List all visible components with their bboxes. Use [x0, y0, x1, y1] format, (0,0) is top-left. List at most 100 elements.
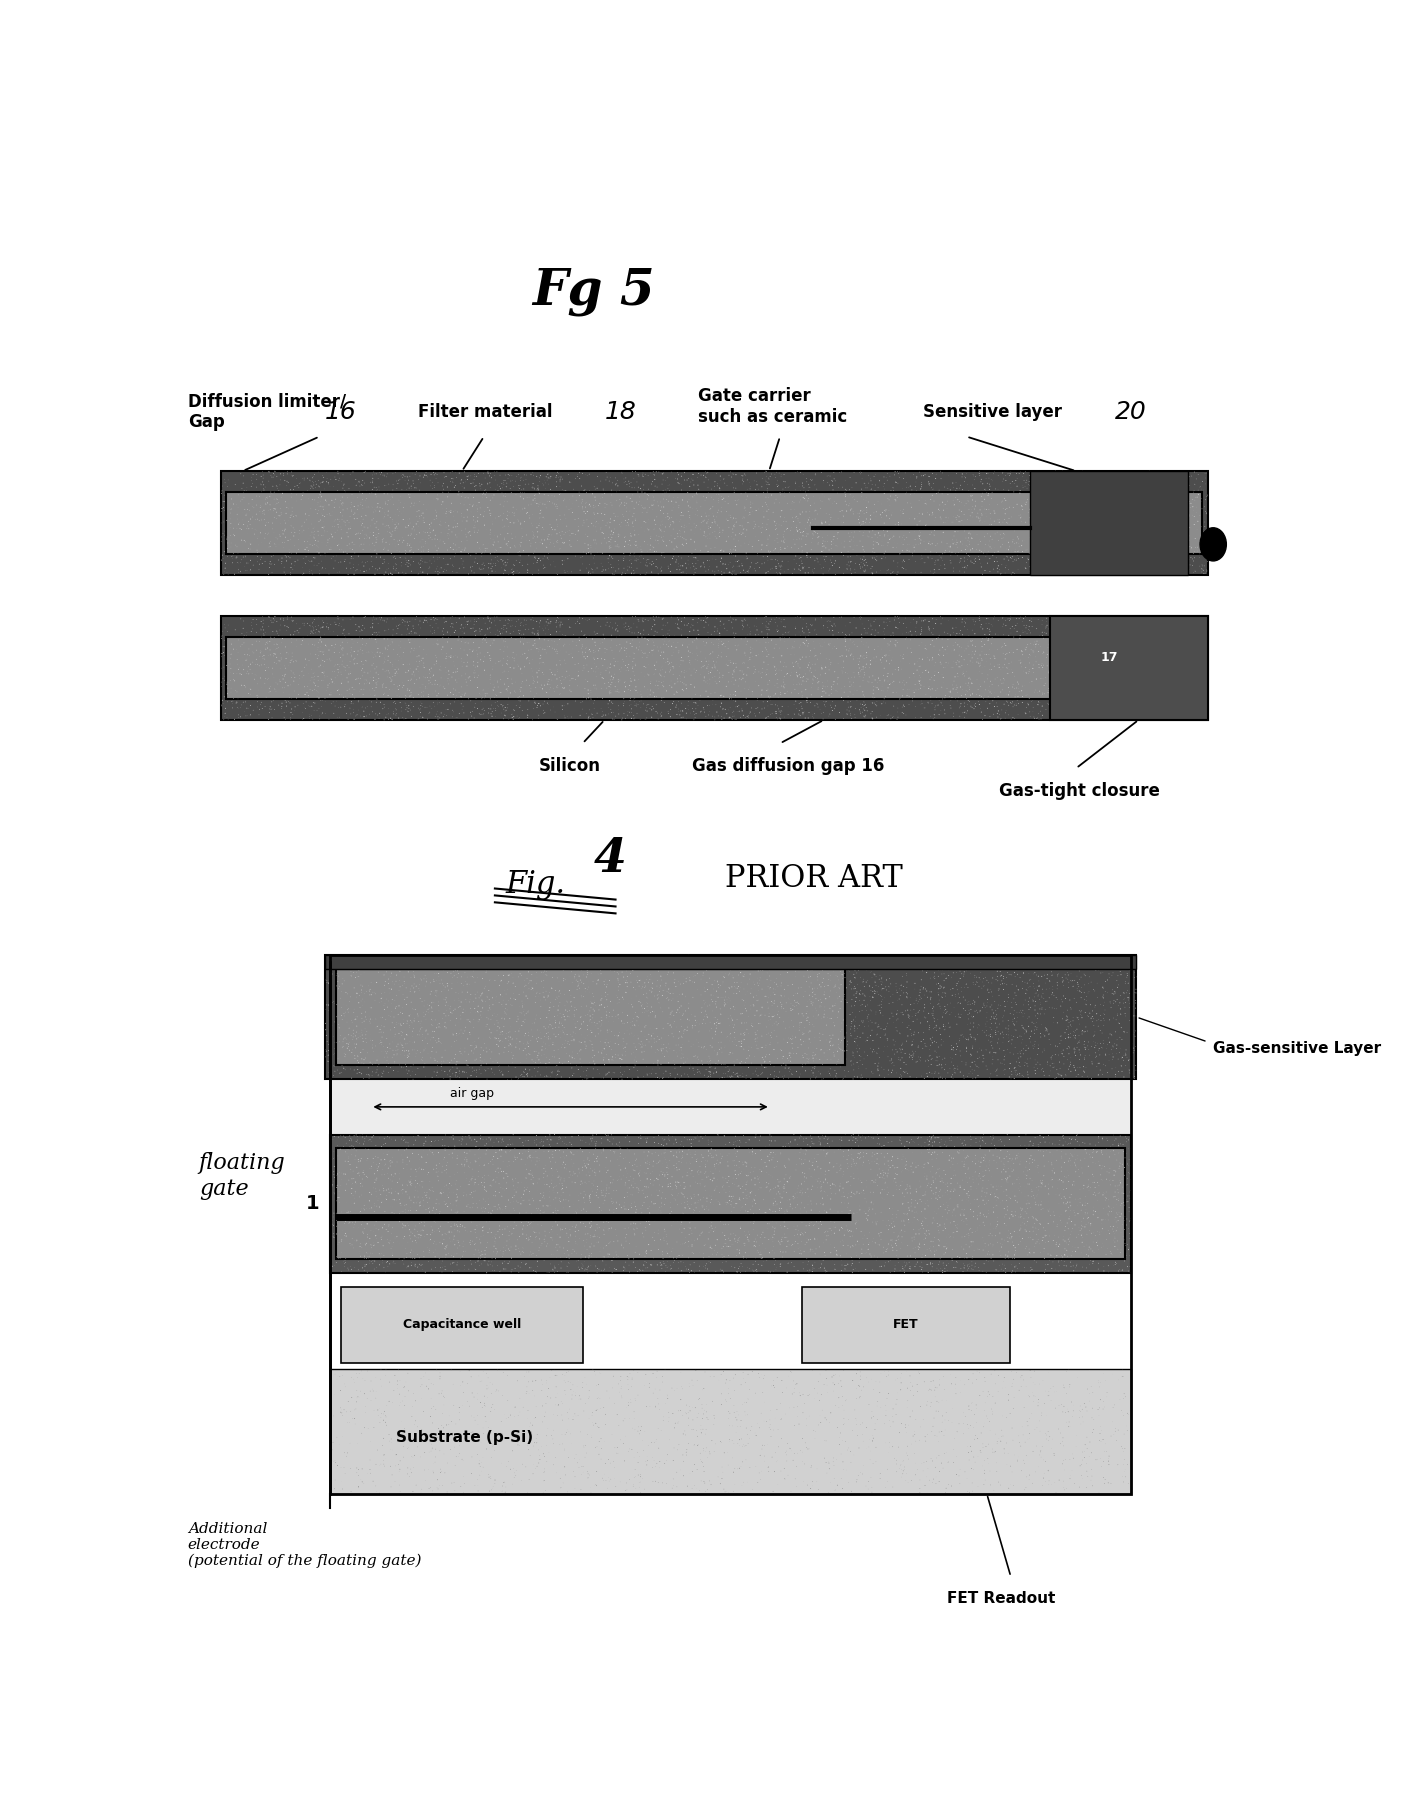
- Point: [555, 1418, 577, 1447]
- Point: [1046, 1138, 1068, 1167]
- Point: [437, 1046, 460, 1075]
- Point: [757, 984, 780, 1012]
- Point: [833, 1023, 856, 1052]
- Point: [698, 1161, 720, 1190]
- Point: [552, 960, 574, 989]
- Point: [1150, 556, 1173, 585]
- Point: [475, 477, 498, 506]
- Point: [662, 1465, 685, 1493]
- Point: [1057, 1204, 1080, 1233]
- Point: [338, 1020, 361, 1048]
- Point: [570, 1009, 593, 1038]
- Point: [674, 1179, 696, 1208]
- Point: [848, 1195, 870, 1224]
- Point: [239, 675, 262, 704]
- Point: [620, 1204, 642, 1233]
- Point: [317, 1041, 340, 1070]
- Point: [1002, 1425, 1024, 1454]
- Point: [597, 648, 620, 677]
- Point: [833, 1158, 856, 1186]
- Point: [542, 477, 565, 506]
- Point: [927, 1208, 949, 1237]
- Point: [1057, 521, 1080, 549]
- Point: [614, 1224, 637, 1253]
- Point: [644, 1194, 666, 1222]
- Point: [1074, 1201, 1097, 1230]
- Point: [553, 985, 576, 1014]
- Point: [463, 485, 485, 513]
- Point: [399, 524, 422, 553]
- Point: [265, 530, 287, 558]
- Point: [1051, 472, 1074, 501]
- Point: [280, 524, 303, 553]
- Point: [1186, 643, 1208, 671]
- Point: [901, 684, 924, 713]
- Point: [1146, 673, 1169, 702]
- Point: [949, 1240, 972, 1269]
- Point: [708, 1064, 730, 1093]
- Point: [961, 1477, 983, 1506]
- Point: [894, 555, 917, 583]
- Point: [487, 1158, 509, 1186]
- Point: [621, 513, 644, 542]
- Point: [562, 1018, 584, 1046]
- Point: [255, 531, 277, 560]
- Point: [446, 960, 468, 989]
- Point: [351, 481, 374, 510]
- Point: [1056, 1204, 1078, 1233]
- Point: [1133, 677, 1156, 705]
- Point: [406, 1027, 429, 1055]
- Point: [491, 1472, 514, 1501]
- Point: [812, 698, 835, 727]
- Point: [948, 1228, 971, 1256]
- Point: [616, 1183, 638, 1212]
- Point: [1077, 1375, 1099, 1404]
- Point: [635, 1161, 658, 1190]
- Point: [998, 1474, 1020, 1502]
- Point: [638, 637, 661, 666]
- Point: [947, 975, 969, 1003]
- Point: [501, 1183, 524, 1212]
- Point: [364, 1204, 386, 1233]
- Point: [945, 1190, 968, 1219]
- Point: [304, 689, 327, 718]
- Point: [432, 1152, 454, 1181]
- Point: [393, 646, 416, 675]
- Point: [437, 1161, 460, 1190]
- Point: [1077, 1160, 1099, 1188]
- Point: [383, 497, 406, 526]
- Point: [805, 682, 828, 711]
- Point: [1010, 1143, 1033, 1172]
- Point: [889, 1213, 911, 1242]
- Point: [580, 1231, 603, 1260]
- Point: [1101, 1215, 1124, 1244]
- Point: [398, 1002, 420, 1030]
- Point: [447, 1233, 470, 1262]
- Point: [569, 1048, 591, 1077]
- Point: [450, 481, 473, 510]
- Point: [1075, 982, 1098, 1011]
- Point: [794, 558, 816, 587]
- Point: [533, 623, 556, 652]
- Point: [375, 704, 398, 732]
- Point: [995, 1208, 1017, 1237]
- Point: [330, 634, 352, 662]
- Point: [316, 458, 338, 486]
- Point: [1128, 526, 1150, 555]
- Point: [1044, 1064, 1067, 1093]
- Point: [785, 989, 808, 1018]
- Point: [1050, 661, 1073, 689]
- Point: [481, 655, 504, 684]
- Point: [538, 479, 560, 508]
- Point: [743, 993, 766, 1021]
- Point: [491, 1222, 514, 1251]
- Point: [458, 494, 481, 522]
- Point: [976, 614, 999, 643]
- Point: [1033, 1057, 1056, 1086]
- Point: [279, 662, 301, 691]
- Point: [625, 1036, 648, 1064]
- Point: [764, 1007, 787, 1036]
- Point: [464, 1213, 487, 1242]
- Point: [1032, 504, 1054, 533]
- Point: [860, 1147, 883, 1176]
